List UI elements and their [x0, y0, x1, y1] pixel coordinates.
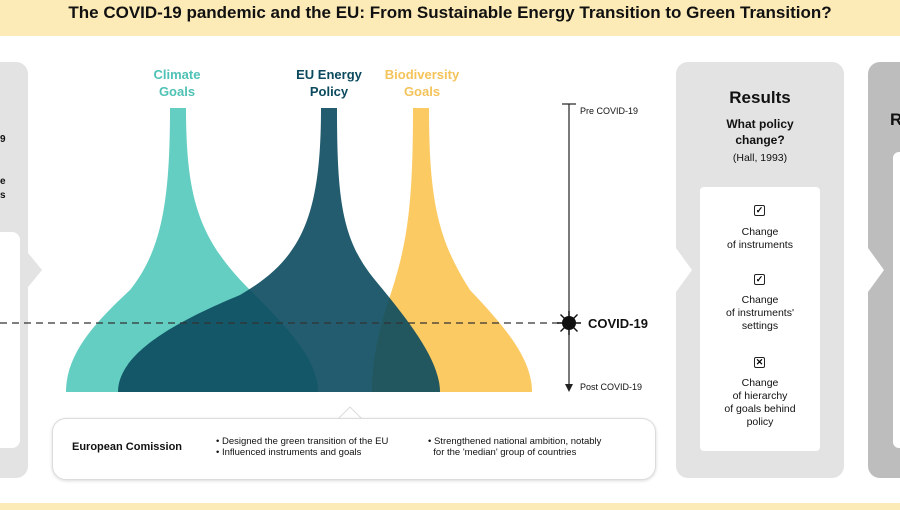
biodiversity-goals-label-line: Goals: [403, 84, 441, 99]
checked-box-icon: ✓: [754, 274, 765, 285]
bottom-bar: [0, 503, 900, 510]
result-item-line: Change: [741, 226, 779, 238]
biodiversity-goals-label: Biodiversity Goals: [374, 66, 470, 100]
results-panel-arrow: [660, 248, 678, 292]
climate-goals-label-line: Goals: [158, 84, 196, 99]
ec-bullet: • Strengthened national ambition, notabl…: [428, 436, 602, 447]
result-item-line: of instruments: [727, 239, 793, 251]
ec-bullet-text: Designed the green transition of the EU: [221, 436, 389, 447]
left-panel-inner: [0, 232, 20, 448]
covid-label: COVID-19: [588, 316, 648, 331]
eu-energy-policy-flow: [118, 108, 440, 392]
ec-bullet-text: for the 'median' group of countries: [433, 447, 577, 458]
results-panel-notch: [676, 248, 692, 292]
title-bar: [0, 0, 900, 36]
results-title: Results: [729, 88, 791, 107]
result-item-line: of hierarchy: [732, 390, 788, 402]
ec-bullet: • Influenced instruments and goals: [216, 447, 362, 458]
ec-bullets-right: • Strengthened national ambition, notabl…: [428, 436, 601, 458]
result-item-line: of goals behind: [724, 403, 796, 415]
result-item-line: Change: [741, 377, 779, 389]
ec-bullet: for the 'median' group of countries: [428, 447, 601, 458]
left-panel-fragment: e: [0, 176, 6, 187]
page-title: The COVID-19 pandemic and the EU: From S…: [68, 3, 832, 22]
european-commission-box: [52, 418, 656, 480]
right-panel-fragment: R: [890, 110, 900, 129]
ec-bullet-text: Strengthened national ambition, notably: [433, 436, 602, 447]
left-panel-fragment: s: [0, 190, 6, 201]
results-question-line: What policy: [726, 117, 794, 131]
results-list-box: [700, 187, 820, 451]
pre-covid-label: Pre COVID-19: [580, 106, 639, 116]
results-question: What policy change?: [676, 116, 844, 148]
eu-energy-policy-label-line: EU Energy: [296, 67, 362, 82]
timeline-arrow-icon: [565, 384, 573, 392]
results-question-line: change?: [735, 133, 785, 147]
result-item-line: settings: [741, 320, 779, 332]
climate-goals-label: Climate Goals: [137, 66, 217, 100]
result-item: Change of instruments' settings: [700, 294, 820, 333]
eu-energy-policy-label: EU Energy Policy: [283, 66, 375, 100]
results-citation: (Hall, 1993): [732, 152, 788, 164]
climate-goals-label-line: Climate: [153, 67, 201, 82]
left-panel-fragment: 9: [0, 134, 6, 145]
result-item-line: of instruments': [726, 307, 794, 319]
european-commission-label: European Comission: [72, 441, 183, 453]
post-covid-label: Post COVID-19: [580, 382, 643, 392]
ec-bullet-text: Influenced instruments and goals: [221, 447, 362, 458]
eu-energy-policy-label-line: Policy: [309, 84, 349, 99]
result-item: Change of hierarchy of goals behind poli…: [700, 377, 820, 429]
left-panel-arrow: [24, 248, 42, 292]
ec-bullets-left: • Designed the green transition of the E…: [216, 436, 388, 458]
right-panel-inner: [893, 152, 900, 448]
result-item-line: policy: [746, 416, 774, 428]
result-item: Change of instruments: [700, 226, 820, 252]
result-item-line: Change: [741, 294, 779, 306]
biodiversity-goals-label-line: Biodiversity: [384, 67, 460, 82]
biodiversity-goals-flow: [372, 108, 532, 392]
right-panel-notch: [868, 248, 884, 292]
covid-virus-icon: [557, 311, 581, 335]
ec-bullet: • Designed the green transition of the E…: [216, 436, 389, 447]
checked-box-icon: ✓: [754, 205, 765, 216]
crossed-box-icon: ✕: [754, 357, 765, 368]
